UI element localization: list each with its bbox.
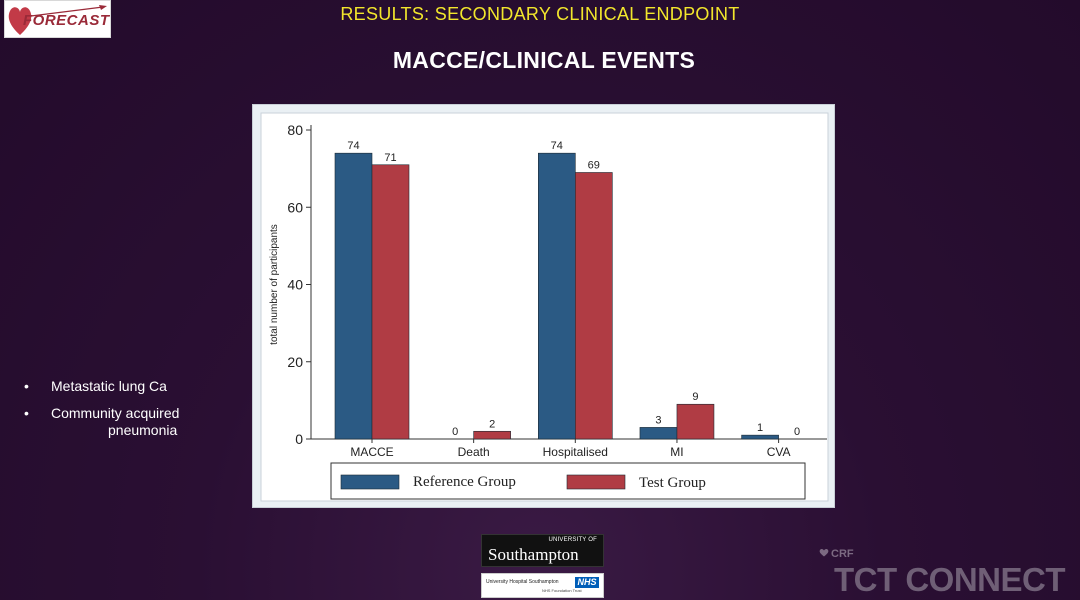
bar — [676, 403, 715, 440]
legend-label: Reference Group — [413, 474, 516, 490]
crf-logo: CRF — [819, 548, 854, 560]
x-tick-label: MACCE — [350, 445, 393, 459]
crf-text: CRF — [831, 548, 854, 560]
x-tick-label: MI — [670, 445, 683, 459]
data-label: 3 — [655, 414, 661, 426]
chart-panel: 0 20 40 60 80 total number of participants 74 7… — [252, 104, 835, 508]
bullet-list: Metastatic lung Ca Community acquired pn… — [24, 378, 179, 449]
heart-icon — [819, 549, 829, 557]
y-tick-label: 40 — [287, 277, 303, 293]
y-tick-label: 80 — [287, 122, 303, 138]
nhs-badge: NHS — [575, 577, 599, 588]
hospital-name: University Hospital Southampton — [486, 579, 559, 585]
bar — [473, 430, 511, 440]
data-label: 71 — [384, 152, 396, 164]
bullet-item: Metastatic lung Ca — [24, 378, 179, 395]
hospital-sub: NHS Foundation Trust — [542, 588, 582, 593]
bar — [575, 172, 613, 440]
legend-swatch — [340, 474, 400, 490]
data-label: 74 — [551, 140, 563, 152]
data-label: 74 — [347, 140, 359, 152]
university-small-text: UNIVERSITY OF — [548, 537, 597, 543]
page-title: MACCE/CLINICAL EVENTS — [392, 47, 696, 73]
legend-label: Test Group — [639, 475, 706, 491]
x-tick-label: CVA — [767, 445, 791, 459]
bullet-text: Metastatic lung Ca — [51, 378, 167, 394]
legend-box — [330, 462, 806, 500]
bar — [334, 152, 373, 440]
bar — [538, 152, 576, 440]
x-tick-label: Hospitalised — [543, 445, 608, 459]
y-tick-label: 0 — [295, 431, 303, 447]
forecast-logo: FORECAST — [4, 0, 111, 38]
bullet-item: Community acquired pneumonia — [24, 405, 179, 439]
bar — [741, 434, 779, 440]
data-label: 69 — [588, 159, 600, 171]
data-label: 1 — [757, 422, 763, 434]
bar — [371, 164, 410, 440]
hospital-logo: University Hospital Southampton NHS Foun… — [481, 573, 604, 598]
data-label: 0 — [794, 426, 800, 438]
y-tick-label: 60 — [287, 199, 303, 215]
university-logo: UNIVERSITY OF Southampton — [481, 534, 604, 567]
y-tick-label: 20 — [287, 354, 303, 370]
data-label: 0 — [452, 426, 458, 438]
arrow-icon — [30, 5, 107, 17]
university-name: Southampton — [488, 545, 579, 564]
heart-icon — [8, 7, 32, 35]
bar — [639, 427, 678, 440]
legend-swatch — [566, 474, 626, 490]
data-label: 2 — [489, 418, 495, 430]
x-tick-label: Death — [458, 445, 490, 459]
bullet-text: Community acquired — [51, 405, 180, 421]
logo-text: FORECAST — [23, 12, 110, 29]
tct-connect-logo: TCT CONNECT — [834, 561, 1065, 598]
data-label: 9 — [692, 391, 698, 403]
bullet-text-continued: pneumonia — [108, 422, 178, 438]
y-axis-label: total number of participants — [269, 224, 280, 345]
results-title: RESULTS: SECONDARY CLINICAL ENDPOINT — [340, 4, 740, 24]
